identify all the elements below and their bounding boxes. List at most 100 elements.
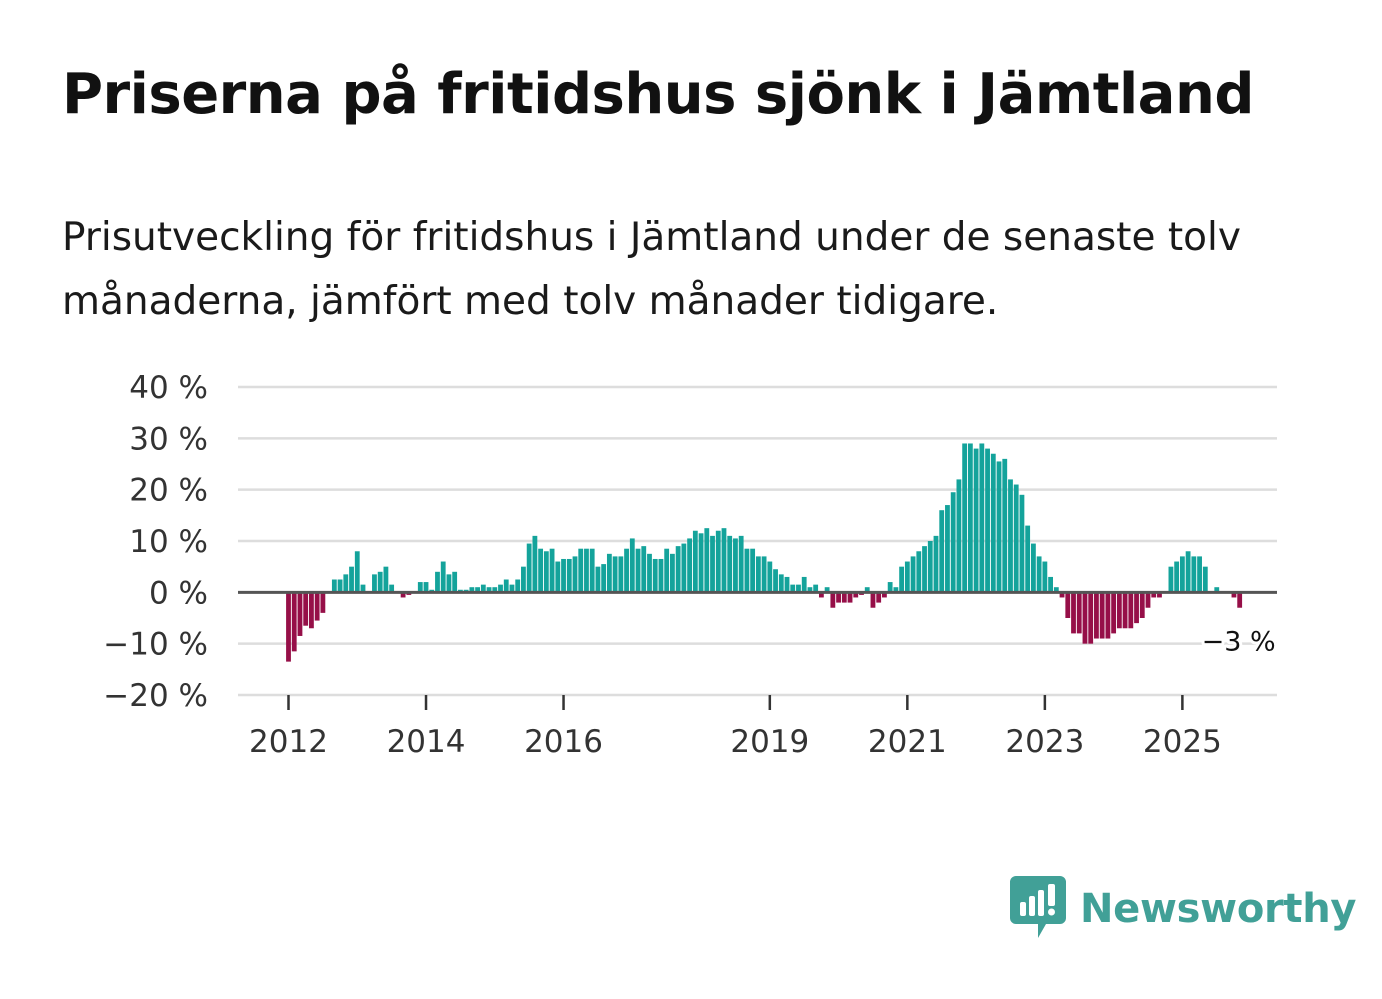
bar [1174,561,1180,593]
bar [1185,551,1191,593]
bar [1128,592,1134,629]
bar [996,461,1002,593]
bar [1139,592,1145,618]
bar [584,548,589,593]
bar [778,574,784,593]
bar [589,548,595,593]
bar [486,587,492,593]
bar [417,582,423,593]
bar [910,556,916,593]
bar [1071,592,1076,634]
bar [1145,592,1151,608]
bar [1008,479,1013,593]
bar [469,587,475,593]
bar [945,505,950,593]
bar [1082,592,1088,644]
bar [578,548,584,593]
bar [904,561,910,593]
bar [876,592,882,603]
bar [1065,592,1071,618]
bar [601,564,607,593]
bar [847,592,853,603]
bar [538,548,544,593]
bar [446,574,452,593]
bar [1053,587,1059,593]
end-value-label-halo: −3 % [1202,627,1276,658]
bar [979,443,985,593]
bar [704,528,710,593]
bar [790,584,796,593]
bar [1122,592,1128,629]
bar [1202,566,1208,593]
bar [1157,592,1162,598]
bar [887,582,893,593]
bar [687,538,693,593]
bar [967,443,973,593]
bar [498,584,503,593]
bar [670,553,675,593]
bar [1179,556,1185,593]
bar [939,510,945,593]
bar [1030,543,1036,593]
chart-title: Priserna på fritidshus sjönk i Jämtland [62,62,1254,127]
bar [922,546,927,593]
bar [738,535,744,593]
bar [818,592,824,598]
bar [521,566,526,593]
bar [715,530,721,593]
bar [698,533,704,593]
bar [1059,592,1065,598]
bar [595,566,601,593]
x-tick-label: 2021 [868,724,947,760]
bar [423,582,429,593]
bar [1214,587,1220,593]
bar [303,592,309,626]
bar [853,592,859,598]
bar [1076,592,1082,634]
bar [796,584,801,593]
bar [658,558,664,593]
bar [1191,556,1197,593]
bar [566,558,572,593]
bar [618,556,624,593]
bar [744,548,750,593]
x-tick-label: 2014 [387,724,466,760]
bar [1111,592,1117,634]
bar [400,592,406,598]
bar [750,548,756,593]
bar [492,587,498,593]
bar [882,592,887,598]
bar [555,561,561,593]
bar [1042,561,1048,593]
bar [1168,566,1174,593]
bar [899,566,905,593]
bar [692,530,698,593]
bar [864,587,870,593]
y-tick-label: 10 % [129,524,208,560]
y-tick-label: −20 % [103,678,208,714]
bar [733,538,738,593]
brand-logo: Newsworthy [1010,876,1357,942]
bar [503,579,509,593]
bar [933,535,939,593]
bar [606,553,612,593]
x-tick-label: 2019 [730,724,809,760]
bar [721,528,727,593]
y-tick-label: 0 % [149,575,208,611]
bar [836,592,841,603]
y-tick-label: −10 % [103,627,208,663]
bar [727,535,733,593]
bar [372,574,377,593]
bar [647,553,652,593]
bar [515,579,521,593]
bar [612,556,618,593]
bar [710,535,715,593]
brand-name: Newsworthy [1080,886,1357,932]
bar [286,592,291,662]
y-tick-label: 30 % [129,421,208,457]
bar [297,592,303,636]
bar [543,551,549,593]
bar [572,556,578,593]
bar [1002,458,1008,593]
bar [841,592,847,603]
